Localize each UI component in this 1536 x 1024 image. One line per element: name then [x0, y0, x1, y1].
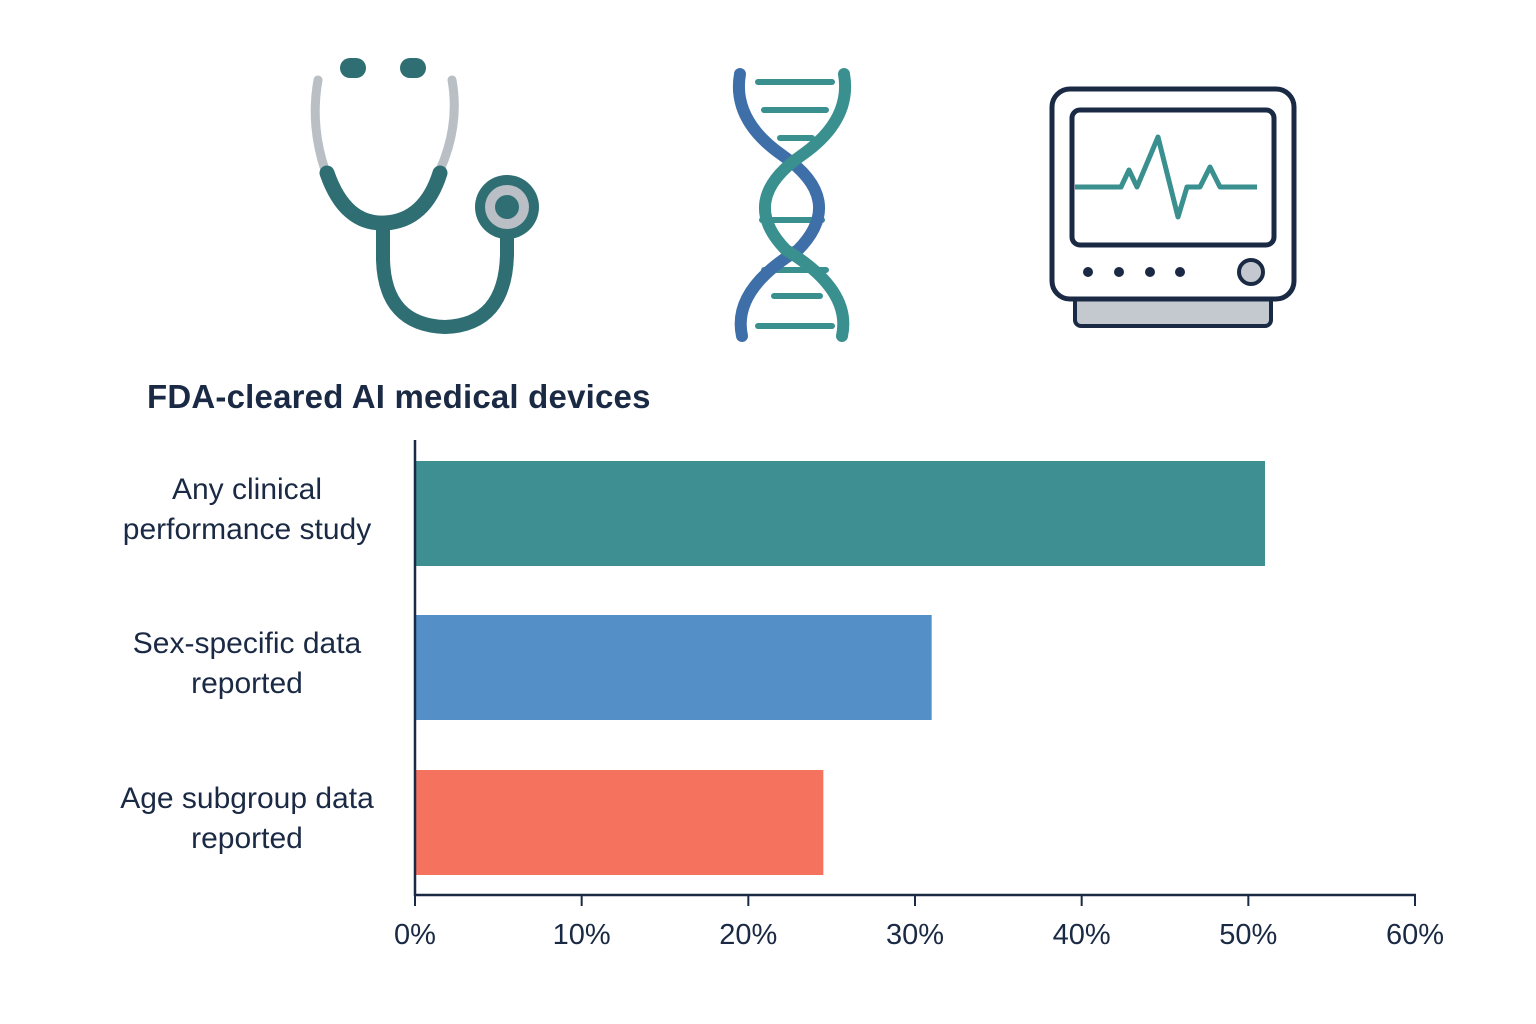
x-tick-label: 30%	[886, 919, 944, 951]
x-tick-label: 20%	[719, 919, 777, 951]
category-label-line: performance study	[122, 513, 372, 546]
category-label-line: Sex-specific data	[132, 627, 362, 660]
category-label-line: Any clinical	[171, 473, 323, 506]
chart-title: FDA-cleared AI medical devices	[147, 378, 651, 415]
category-label: Any clinical performance study	[87, 470, 407, 550]
x-tick-label: 10%	[553, 919, 611, 951]
category-label-line: reported	[191, 822, 303, 855]
bar	[416, 461, 1265, 566]
dna-icon	[733, 68, 851, 342]
heart-monitor-icon	[1049, 86, 1297, 328]
x-tick-label: 50%	[1219, 919, 1277, 951]
x-tick-label: 0%	[394, 919, 436, 951]
x-tick-label: 60%	[1386, 919, 1444, 951]
stethoscope-icon	[310, 58, 539, 335]
category-label: Age subgroup data reported	[87, 779, 407, 859]
category-label-line: Age subgroup data	[120, 782, 374, 815]
x-tick-label: 40%	[1053, 919, 1111, 951]
category-label: Sex-specific data reported	[87, 624, 407, 704]
bar	[416, 770, 824, 875]
category-label-line: reported	[191, 667, 303, 700]
bar	[416, 615, 932, 720]
